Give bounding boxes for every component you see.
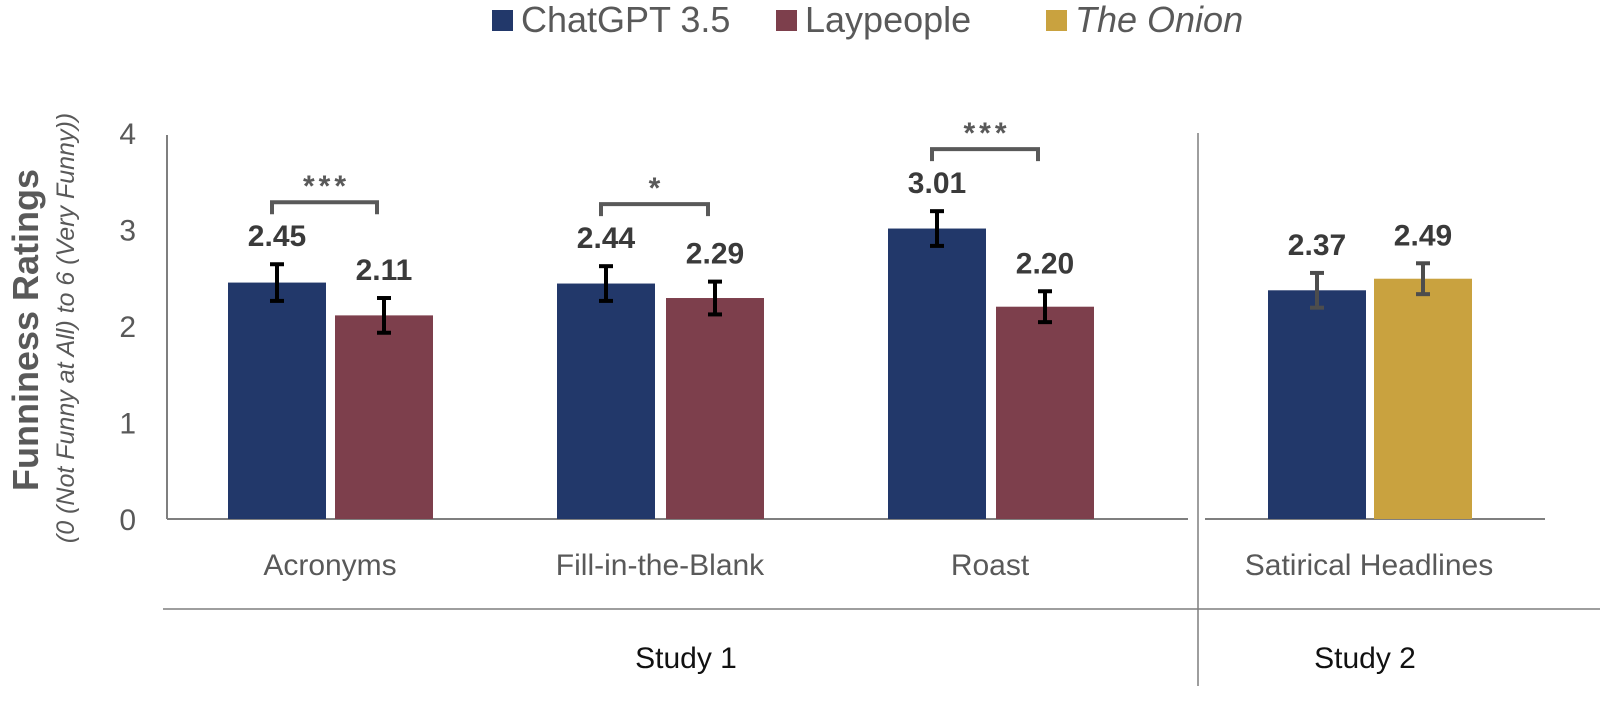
bar (557, 283, 655, 519)
legend-label: Laypeople (805, 0, 971, 40)
error-bar (599, 264, 613, 303)
significance-bracket (270, 200, 379, 215)
x-category-label: Fill-in-the-Blank (556, 549, 765, 582)
significance-bracket (599, 202, 710, 217)
y-axis-subtitle: (0 (Not Funny at All) to 6 (Very Funny)) (52, 113, 80, 543)
data-label: 2.29 (686, 238, 744, 271)
y-tick-label: 1 (119, 408, 136, 441)
y-tick-label: 3 (119, 215, 136, 248)
error-bar (377, 296, 391, 335)
legend-item: The Onion (1046, 0, 1243, 40)
significance-stars: * (649, 172, 665, 205)
error-bar (270, 262, 284, 303)
y-tick-label: 4 (119, 118, 136, 151)
data-label: 2.20 (1016, 247, 1074, 280)
legend-swatch (492, 10, 513, 31)
x-category-label: Acronyms (263, 549, 396, 582)
data-label: 3.01 (908, 167, 966, 200)
y-axis: Funniness Ratings (0 (Not Funny at All) … (5, 113, 136, 543)
study-label: Study 2 (1314, 642, 1416, 675)
error-bar (708, 279, 722, 317)
bar (666, 298, 764, 519)
x-category-label: Satirical Headlines (1245, 549, 1493, 582)
legend-item: ChatGPT 3.5 (492, 0, 730, 40)
y-tick-label: 2 (119, 311, 136, 344)
study-label: Study 1 (635, 642, 737, 675)
data-label: 2.37 (1288, 229, 1346, 262)
legend-label: ChatGPT 3.5 (521, 0, 730, 40)
significance-stars: *** (303, 170, 350, 203)
error-bar (1038, 289, 1052, 325)
x-category-label: Roast (951, 549, 1030, 582)
error-bar (1310, 270, 1324, 310)
legend-swatch (776, 10, 797, 31)
error-bar (930, 209, 944, 248)
y-tick-label: 0 (119, 504, 136, 537)
error-bar (1416, 261, 1430, 297)
significance-stars: *** (963, 117, 1010, 150)
significance-bracket (930, 147, 1040, 162)
legend-item: Laypeople (776, 0, 971, 40)
bar (335, 315, 433, 519)
bar (1374, 278, 1472, 519)
bar (1268, 290, 1366, 519)
data-label: 2.49 (1394, 219, 1452, 252)
plot-area: Study 1 Acronyms 2.45 2.11 *** Fill-in-the-Bl… (163, 117, 1600, 686)
bar (996, 306, 1094, 519)
bar (888, 228, 986, 519)
data-label: 2.44 (577, 222, 636, 255)
y-axis-title: Funniness Ratings (5, 169, 46, 491)
bar (228, 282, 326, 519)
data-label: 2.11 (356, 254, 413, 287)
legend: ChatGPT 3.5 Laypeople The Onion (492, 0, 1243, 40)
legend-label: The Onion (1075, 0, 1243, 40)
data-label: 2.45 (248, 220, 306, 253)
legend-swatch (1046, 10, 1067, 31)
